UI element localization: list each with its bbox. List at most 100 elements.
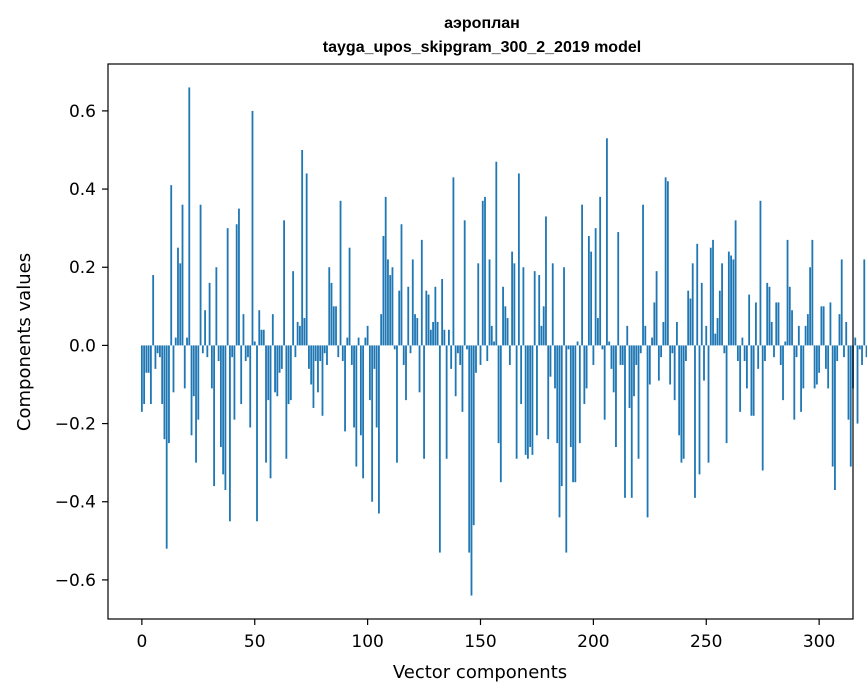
bar xyxy=(224,345,227,491)
bars-layer xyxy=(140,87,867,596)
bar xyxy=(712,239,714,346)
bar xyxy=(590,251,593,346)
y-tick-label: −0.6 xyxy=(55,571,96,591)
bar xyxy=(847,345,850,420)
bar xyxy=(335,306,337,346)
bar xyxy=(326,345,328,365)
bar xyxy=(389,275,392,346)
bar xyxy=(797,325,800,346)
bar xyxy=(610,345,613,369)
bar xyxy=(359,345,362,436)
x-tick-label: 250 xyxy=(690,632,722,652)
bar xyxy=(687,290,690,346)
bar xyxy=(479,345,482,365)
bar xyxy=(515,345,518,459)
bar xyxy=(276,345,279,397)
bar xyxy=(768,286,771,346)
bar xyxy=(149,345,152,405)
bar xyxy=(558,345,561,518)
bar xyxy=(402,345,405,365)
bar xyxy=(676,321,678,346)
bar xyxy=(251,110,254,346)
bar xyxy=(294,345,297,358)
bar xyxy=(540,325,543,346)
bar xyxy=(283,220,285,346)
bar xyxy=(567,345,570,350)
bar xyxy=(818,345,821,373)
bar xyxy=(556,345,559,444)
bar xyxy=(646,345,649,518)
bar xyxy=(163,345,166,440)
bar xyxy=(820,306,823,346)
bar xyxy=(831,345,834,467)
bar xyxy=(445,345,448,459)
bar xyxy=(344,345,346,432)
bar xyxy=(651,337,653,346)
bar xyxy=(278,345,281,373)
bar xyxy=(608,341,611,346)
x-tick-label: 0 xyxy=(136,632,147,652)
bar xyxy=(317,345,319,393)
bar xyxy=(843,345,845,358)
bar xyxy=(416,318,419,346)
bar xyxy=(425,290,428,346)
bar xyxy=(773,345,775,358)
bar xyxy=(364,337,367,346)
bar xyxy=(274,345,276,393)
bar xyxy=(533,271,536,346)
bar xyxy=(621,345,624,365)
bar xyxy=(635,345,638,365)
bar xyxy=(804,325,807,346)
bar xyxy=(222,345,225,475)
bar xyxy=(601,345,604,350)
bar xyxy=(450,345,453,369)
bar xyxy=(429,329,432,346)
bar xyxy=(488,259,491,346)
bar xyxy=(289,345,292,401)
bar xyxy=(285,345,288,459)
bar xyxy=(813,345,816,389)
bar xyxy=(346,337,349,346)
bar xyxy=(305,173,308,346)
bar xyxy=(642,204,644,346)
bar xyxy=(165,345,168,549)
bar xyxy=(350,345,353,365)
bar xyxy=(714,333,717,346)
bar xyxy=(418,345,421,393)
bar xyxy=(262,329,265,346)
bar xyxy=(755,302,757,346)
bar xyxy=(838,314,841,346)
bar xyxy=(606,138,608,346)
bar xyxy=(382,235,385,346)
bar xyxy=(362,345,365,479)
bar xyxy=(140,345,143,412)
bar xyxy=(215,267,218,346)
bar xyxy=(511,251,514,346)
bar xyxy=(475,345,477,373)
bar xyxy=(253,341,256,346)
bar xyxy=(168,345,170,444)
y-tick-label: 0.6 xyxy=(69,102,96,122)
bar xyxy=(192,345,195,397)
bar xyxy=(565,345,568,553)
bar xyxy=(531,345,534,455)
bar xyxy=(759,200,762,346)
bar xyxy=(170,185,173,346)
bar xyxy=(174,337,177,346)
bar xyxy=(689,298,692,346)
bar xyxy=(219,345,222,448)
bar xyxy=(481,200,484,346)
bar xyxy=(547,345,550,440)
bar xyxy=(836,345,839,362)
bar xyxy=(587,235,590,346)
bar xyxy=(691,263,694,346)
bar xyxy=(583,345,586,405)
bar xyxy=(788,286,791,346)
bar xyxy=(596,318,599,346)
bar xyxy=(339,200,342,346)
bar xyxy=(161,345,164,405)
bar xyxy=(493,341,495,346)
bar xyxy=(195,345,197,463)
bar xyxy=(411,259,414,346)
bar xyxy=(154,345,157,369)
